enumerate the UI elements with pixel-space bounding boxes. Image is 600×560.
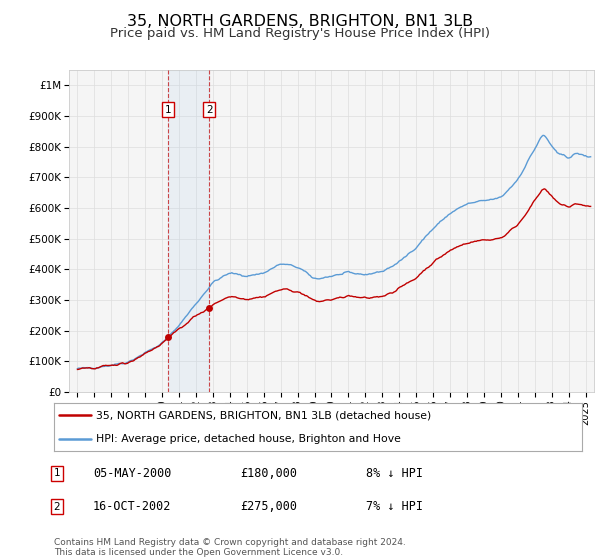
Bar <box>168 70 209 392</box>
Text: 1: 1 <box>53 468 61 478</box>
Text: 05-MAY-2000: 05-MAY-2000 <box>93 466 172 480</box>
Text: Contains HM Land Registry data © Crown copyright and database right 2024.
This d: Contains HM Land Registry data © Crown c… <box>54 538 406 557</box>
Text: 7% ↓ HPI: 7% ↓ HPI <box>366 500 423 514</box>
Text: Price paid vs. HM Land Registry's House Price Index (HPI): Price paid vs. HM Land Registry's House … <box>110 27 490 40</box>
Text: HPI: Average price, detached house, Brighton and Hove: HPI: Average price, detached house, Brig… <box>96 434 401 444</box>
Text: 16-OCT-2002: 16-OCT-2002 <box>93 500 172 514</box>
Text: 2: 2 <box>206 105 213 115</box>
Text: 2: 2 <box>53 502 61 512</box>
Text: 8% ↓ HPI: 8% ↓ HPI <box>366 466 423 480</box>
Text: 35, NORTH GARDENS, BRIGHTON, BN1 3LB (detached house): 35, NORTH GARDENS, BRIGHTON, BN1 3LB (de… <box>96 410 431 420</box>
Text: £180,000: £180,000 <box>240 466 297 480</box>
Text: £275,000: £275,000 <box>240 500 297 514</box>
Text: 35, NORTH GARDENS, BRIGHTON, BN1 3LB: 35, NORTH GARDENS, BRIGHTON, BN1 3LB <box>127 14 473 29</box>
Text: 1: 1 <box>165 105 172 115</box>
